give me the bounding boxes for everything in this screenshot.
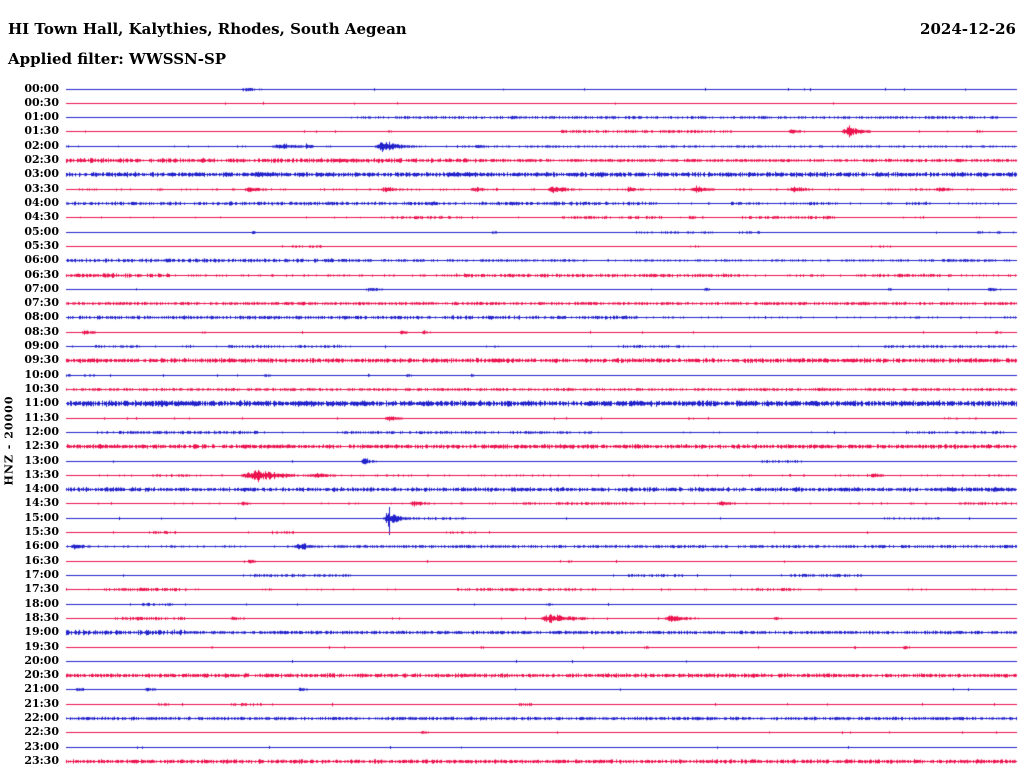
helicorder-traces [0,0,1024,780]
helicorder-page: HI Town Hall, Kalythies, Rhodes, South A… [0,0,1024,780]
